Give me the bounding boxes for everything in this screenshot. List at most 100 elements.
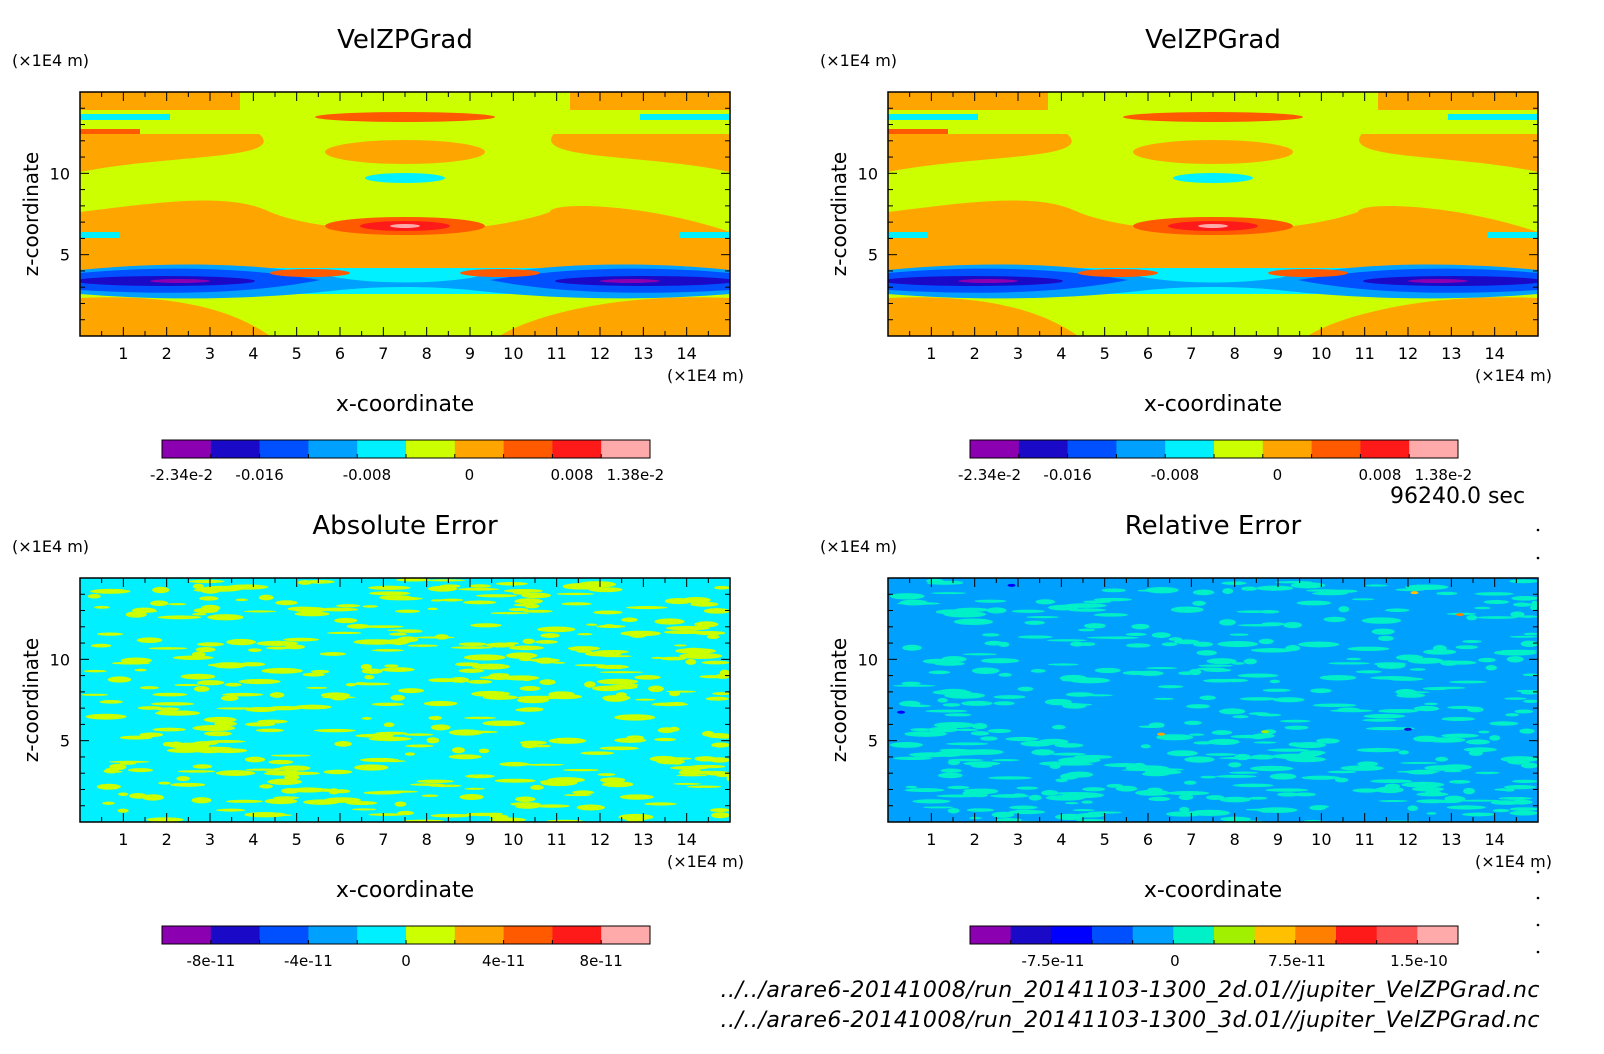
field-blob <box>1192 589 1215 596</box>
field-blob <box>85 713 127 720</box>
field-band <box>640 114 730 120</box>
field-blob <box>176 776 191 782</box>
field-blob <box>334 617 358 624</box>
y-axis-label: z-coordinate <box>827 152 851 276</box>
margin-dot <box>1536 923 1540 927</box>
field-blob <box>1400 761 1438 765</box>
field-blob <box>258 814 293 817</box>
x-tick-label: 12 <box>590 830 610 849</box>
field-blob <box>969 816 982 820</box>
field-blob <box>1465 739 1490 745</box>
field-blob <box>146 817 184 822</box>
field-blob <box>371 649 405 652</box>
field-blob <box>657 727 676 734</box>
field-blob <box>1363 713 1406 719</box>
field-blob <box>562 768 600 772</box>
field-blob <box>1444 795 1465 802</box>
field-blob <box>1316 738 1340 744</box>
field-blob <box>508 607 529 612</box>
field-blob <box>463 654 506 661</box>
plot-field <box>888 578 1538 822</box>
field-blob <box>354 682 368 685</box>
field-blob <box>489 691 511 696</box>
field-blob <box>530 785 544 790</box>
x-tick-label: 6 <box>335 830 345 849</box>
field-blob <box>1296 600 1332 606</box>
field-blob <box>410 783 445 786</box>
field-blob <box>1362 718 1397 722</box>
field-blob <box>478 748 490 754</box>
time-label: 96240.0 sec <box>1390 484 1526 509</box>
field-blob <box>548 691 575 698</box>
field-blob <box>508 645 544 651</box>
x-tick-label: 7 <box>378 830 388 849</box>
field-blob <box>107 770 123 773</box>
field-blob <box>1492 808 1510 813</box>
field-blob <box>117 808 129 813</box>
field-blob <box>1217 641 1258 648</box>
field-blob <box>904 788 945 793</box>
field-blob <box>470 623 502 628</box>
field-blob <box>448 754 482 760</box>
field-blob <box>1371 628 1395 635</box>
field-blob <box>265 770 299 773</box>
field-blob <box>1125 643 1151 648</box>
field-blob <box>1411 786 1444 792</box>
field-blob <box>556 592 595 596</box>
field-blob <box>711 742 730 748</box>
colorbar-swatch <box>454 926 505 944</box>
field-blob <box>634 698 656 701</box>
field-blob <box>427 579 466 582</box>
field-blob <box>321 696 356 699</box>
field-blob <box>519 707 544 712</box>
field-blob <box>1290 582 1326 589</box>
y-axis-label: z-coordinate <box>827 638 851 762</box>
field-blob <box>1196 650 1217 656</box>
field-blob <box>1506 656 1524 663</box>
field-blob <box>987 728 1012 733</box>
x-tick-label: 8 <box>422 344 432 363</box>
field-blob <box>177 770 216 773</box>
field-blob <box>666 690 697 693</box>
colorbar-swatch <box>162 926 212 944</box>
field-blob <box>90 643 112 648</box>
field-blob <box>224 682 242 687</box>
x-unit-label: (×1E4 m) <box>667 852 744 871</box>
field-blob <box>222 692 264 697</box>
plot-field <box>80 92 730 336</box>
field-blob <box>197 680 225 686</box>
field-blob <box>1409 668 1426 671</box>
x-tick-label: 13 <box>1441 344 1461 363</box>
field-blob <box>127 768 154 773</box>
field-blob <box>1219 619 1236 626</box>
field-blob <box>197 642 225 647</box>
field-blob <box>167 603 187 606</box>
field-blob <box>1008 809 1046 815</box>
field-blob <box>686 785 722 788</box>
field-blob <box>1509 810 1538 816</box>
field-blob <box>152 586 170 594</box>
field-band <box>1123 112 1303 122</box>
field-band <box>888 232 928 238</box>
field-blob <box>1203 678 1236 683</box>
field-blob <box>1485 665 1497 671</box>
field-blob <box>710 812 730 819</box>
field-blob <box>1161 642 1178 647</box>
field-blob <box>993 701 1015 706</box>
field-blob <box>1530 604 1538 611</box>
field-blob <box>1084 623 1106 629</box>
x-axis-label: x-coordinate <box>336 878 474 903</box>
field-blob <box>651 656 665 659</box>
x-tick-label: 5 <box>292 344 302 363</box>
field-blob <box>946 742 989 746</box>
field-blob <box>1178 794 1194 801</box>
field-blob <box>364 675 375 680</box>
field-blob <box>1402 783 1435 787</box>
field-blob <box>495 581 528 586</box>
field-blob <box>1154 697 1174 700</box>
field-blob <box>1436 591 1458 596</box>
field-blob <box>702 730 715 737</box>
field-blob <box>513 603 533 607</box>
field-blob <box>1068 608 1107 612</box>
x-tick-label: 1 <box>926 344 936 363</box>
